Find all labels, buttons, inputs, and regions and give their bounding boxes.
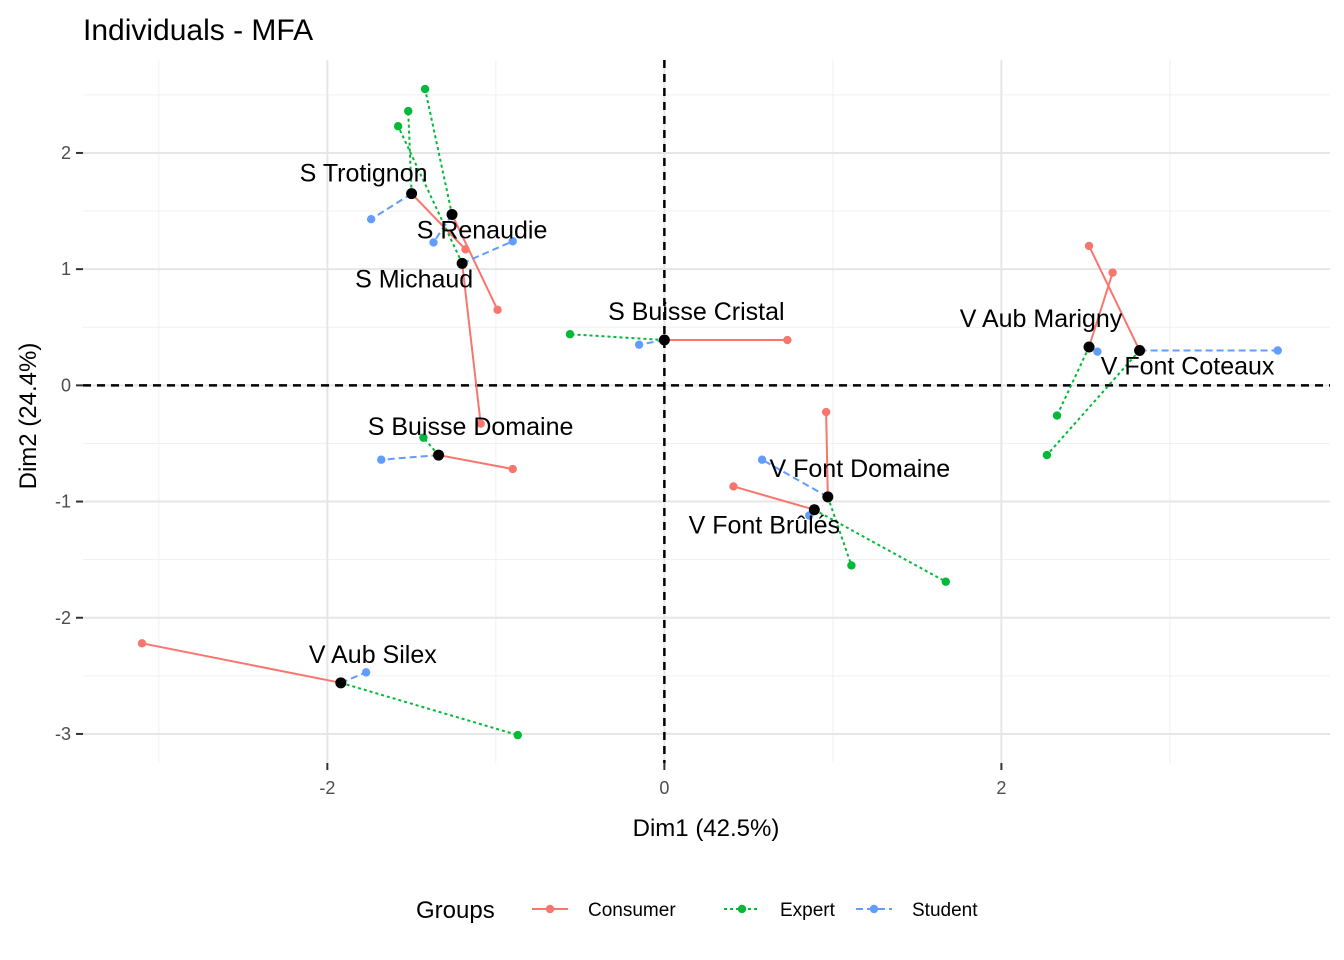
legend-key-point [737,904,747,914]
partial-segment [813,508,947,583]
chart-title: Individuals - MFA [83,14,313,47]
partial-segment [381,454,439,461]
partial-segment [733,485,815,511]
partial-point [1273,346,1282,355]
individual-point [1134,344,1146,356]
partial-point [783,335,792,345]
partial-segment [825,412,829,497]
partial-point [1052,411,1062,420]
partial-point [420,84,430,94]
partial-point [847,561,856,570]
partial-segment [340,681,519,737]
individual-label: S Renaudie [417,217,548,245]
partial-segment [410,192,467,251]
partial-segment [370,192,413,221]
partial-point [404,106,413,116]
partial-point [508,464,517,474]
partial-segment [424,88,454,215]
partial-point [565,330,575,339]
partial-segment [1088,245,1141,351]
partial-point [393,122,403,131]
partial-segment [397,125,464,264]
partial-point [1108,268,1117,277]
legend: Groups Consumer Expert Student [416,897,978,924]
partial-point [757,455,767,464]
partial-point [634,340,644,349]
legend-label: Expert [780,900,836,921]
individual-point [808,504,820,516]
individual-labels: S Trotignon S Renaudie S Michaud S Buisse C… [300,160,1275,669]
partial-point [729,482,738,491]
individual-label: S Trotignon [300,160,428,188]
axis-ticks: -2 0 2 -3 -2 -1 0 1 2 [55,143,1006,798]
individual-label: V Font Coteaux [1101,352,1275,380]
partial-point [1084,241,1094,251]
legend-title: Groups [416,897,495,924]
partial-point [821,407,831,417]
legend-label: Consumer [588,900,676,921]
partial-segment [826,496,853,566]
x-tick-label: 2 [996,778,1006,798]
partial-segment [1046,349,1141,456]
y-axis-title: Dim2 (24.4%) [15,343,42,490]
partial-segment [141,642,342,684]
partial-segment [461,263,482,424]
individual-label: V Aub Silex [309,641,437,669]
partial-point [429,238,438,247]
partial-segment [438,454,513,471]
grid [83,60,1330,763]
partial-point [361,668,371,677]
y-tick-label: 0 [61,375,71,395]
individual-label: S Buisse Domaine [368,413,574,441]
legend-label: Student [912,900,978,921]
individual-label: S Buisse Cristal [608,298,784,326]
partial-segment [1056,346,1090,416]
individual-point [446,209,458,221]
partial-point [1042,450,1052,460]
partial-point [419,433,428,442]
individual-point [433,449,445,461]
individual-label: V Aub Marigny [960,305,1123,333]
partial-point [513,730,522,740]
partial-segment [761,458,829,498]
x-tick-label: 0 [659,778,669,798]
individual-point [406,188,418,200]
legend-key-point [545,904,555,914]
individual-label: S Michaud [355,265,473,293]
partial-point [377,455,386,464]
partial-point [1093,347,1102,356]
partial-segment [451,214,499,311]
partial-segment [569,333,665,342]
x-axis-title: Dim1 (42.5%) [633,815,780,842]
y-tick-label: 1 [61,259,71,279]
partial-point [508,237,517,246]
individual-point [456,257,468,269]
x-tick-label: -2 [319,778,335,798]
partial-point [493,305,502,315]
partial-segment [407,111,413,194]
partial-point [366,214,376,224]
legend-key-point [869,904,879,914]
reference-lines [83,60,1330,763]
individual-point [822,491,834,503]
individual-label: V Font Domaine [770,455,951,483]
individual-point [1083,341,1095,353]
points [137,84,1282,740]
partial-segment [461,240,514,265]
partial-point [461,245,470,254]
partial-point [476,419,485,428]
individual-point [335,677,347,689]
individual-point [658,334,670,346]
y-tick-label: -1 [55,492,71,512]
y-tick-label: -3 [55,724,71,744]
partial-segment [432,213,453,243]
y-tick-label: 2 [61,143,71,163]
partial-point [941,577,950,586]
partial-point [137,639,147,648]
individual-label: V Font Brûlés [689,512,840,540]
y-tick-label: -2 [55,608,71,628]
